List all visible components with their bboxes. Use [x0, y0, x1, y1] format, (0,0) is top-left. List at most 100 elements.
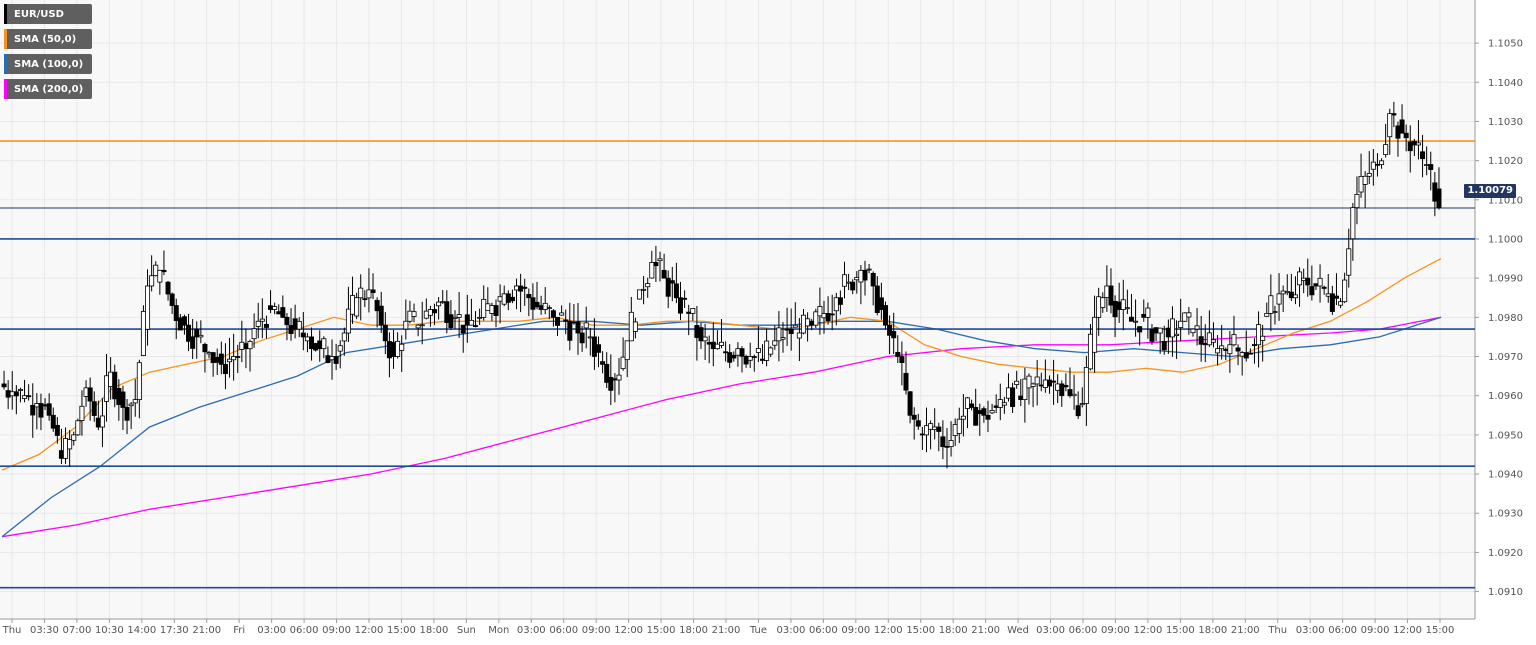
candle-down — [95, 417, 101, 428]
candle-down — [284, 316, 290, 326]
candle-down — [612, 378, 618, 381]
candle-up — [923, 425, 929, 436]
candle-up — [952, 424, 958, 436]
candle-up — [145, 285, 151, 330]
candle-up — [366, 289, 372, 299]
legend-label-symbol: EUR/USD — [14, 8, 64, 20]
candle-up — [1219, 345, 1225, 350]
candle-up — [637, 289, 643, 300]
candle-down — [591, 336, 597, 357]
candle-down — [891, 331, 897, 339]
candle-up — [71, 434, 77, 441]
candle-up — [719, 341, 725, 346]
candle-up — [768, 347, 774, 355]
x-tick-label: 06:00 — [809, 625, 838, 636]
candle-up — [1383, 144, 1389, 155]
candle-up — [272, 306, 278, 310]
candle-up — [1071, 393, 1077, 397]
candle-up — [321, 338, 327, 350]
candle-up — [395, 340, 401, 357]
candle-down — [1395, 125, 1401, 139]
candle-down — [706, 342, 712, 345]
candle-up — [1104, 285, 1110, 299]
candle-down — [1198, 336, 1204, 345]
candle-down — [678, 297, 684, 314]
candle-up — [956, 418, 962, 434]
candle-down — [825, 313, 831, 322]
candle-down — [915, 420, 921, 427]
candle-up — [1034, 376, 1040, 385]
candle-down — [1051, 380, 1057, 383]
candle-down — [682, 297, 688, 300]
candle-up — [358, 287, 364, 299]
candle-down — [698, 327, 704, 342]
candle-down — [669, 280, 675, 284]
candle-down — [608, 376, 614, 391]
candle-up — [1354, 193, 1360, 209]
candle-up — [198, 334, 204, 338]
candle-up — [858, 269, 864, 283]
candle-up — [620, 356, 626, 369]
y-tick-label: 1.0950 — [1488, 430, 1523, 441]
candle-up — [583, 322, 589, 329]
candle-down — [493, 305, 499, 316]
x-tick-label: 21:00 — [971, 625, 1000, 636]
candle-down — [882, 305, 888, 326]
candle-up — [140, 311, 146, 356]
candle-up — [932, 426, 938, 430]
candle-up — [1276, 293, 1282, 305]
candle-up — [1215, 348, 1221, 354]
candle-up — [452, 316, 458, 319]
x-tick-label: 12:00 — [1133, 625, 1162, 636]
candle-down — [288, 325, 294, 334]
x-tick-label: 09:00 — [841, 625, 870, 636]
candle-down — [829, 313, 835, 316]
candle-down — [309, 336, 315, 350]
candle-down — [604, 363, 610, 383]
candle-up — [735, 348, 741, 356]
legend-item-sma50[interactable]: SMA (50,0) — [4, 29, 93, 49]
candle-up — [1362, 175, 1368, 185]
candle-up — [481, 298, 487, 318]
candle-up — [1014, 380, 1020, 385]
x-tick-label: 09:00 — [1361, 625, 1390, 636]
legend-item-sma200[interactable]: SMA (200,0) — [4, 79, 93, 99]
candle-down — [878, 297, 884, 311]
legend-item-symbol[interactable]: EUR/USD — [4, 4, 93, 24]
candle-up — [641, 288, 647, 291]
y-tick-label: 1.1010 — [1488, 195, 1523, 206]
candle-down — [575, 321, 581, 334]
x-tick-label: 18:00 — [1198, 625, 1227, 636]
legend-swatch-sma100 — [4, 54, 7, 74]
candle-up — [854, 277, 860, 281]
candle-down — [124, 407, 130, 421]
plot-area — [0, 0, 1475, 619]
x-tick-label: 15:00 — [647, 625, 676, 636]
candle-up — [1087, 333, 1093, 370]
x-tick-label: 03:00 — [517, 625, 546, 636]
candle-up — [514, 285, 520, 291]
legend-item-sma100[interactable]: SMA (100,0) — [4, 54, 93, 74]
candle-up — [477, 316, 483, 319]
candle-up — [79, 405, 85, 421]
candle-up — [1042, 379, 1048, 388]
candle-down — [837, 297, 843, 305]
candle-up — [247, 341, 253, 350]
candle-down — [263, 323, 269, 328]
candle-up — [1210, 339, 1216, 343]
candle-down — [190, 336, 196, 349]
candle-up — [136, 362, 142, 401]
candle-down — [173, 305, 179, 321]
candle-up — [997, 399, 1003, 408]
candle-up — [821, 313, 827, 319]
candle-down — [940, 436, 946, 448]
candle-up — [764, 340, 770, 361]
candle-up — [690, 308, 696, 314]
legend-swatch-sma50 — [4, 29, 7, 49]
candle-down — [665, 277, 671, 297]
candle-down — [751, 356, 757, 358]
candle-down — [1403, 132, 1409, 139]
candle-down — [1108, 285, 1114, 306]
candle-up — [841, 274, 847, 287]
